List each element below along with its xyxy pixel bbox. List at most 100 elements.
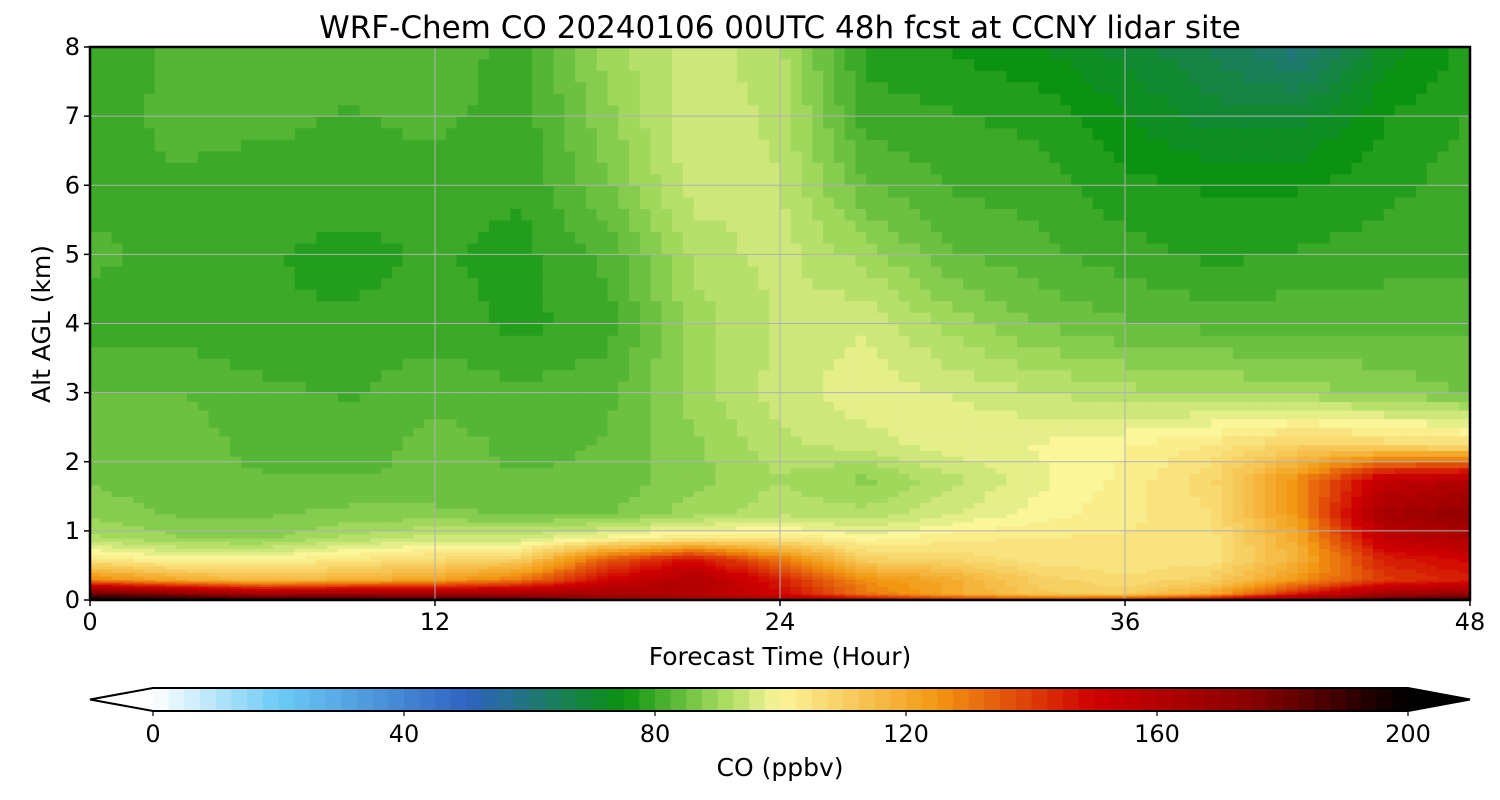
heatmap-cell (758, 558, 770, 563)
heatmap-cell (165, 219, 177, 233)
heatmap-cell (284, 435, 296, 446)
heatmap-cell (769, 572, 781, 577)
heatmap-cell (682, 47, 695, 60)
heatmap-cell (100, 116, 113, 129)
heatmap-cell (208, 196, 221, 209)
heatmap-cell (488, 81, 501, 94)
heatmap-cell (456, 533, 469, 539)
heatmap-cell (715, 346, 727, 359)
heatmap-cell (327, 507, 339, 515)
heatmap-cell (575, 502, 587, 509)
heatmap-cell (435, 507, 447, 515)
heatmap-cell (607, 561, 619, 567)
heatmap-cell (402, 479, 415, 486)
heatmap-cell (488, 47, 501, 60)
heatmap-cell (284, 455, 296, 463)
heatmap-cell (553, 311, 566, 325)
heatmap-cell (305, 358, 318, 371)
heatmap-cell (90, 277, 102, 290)
heatmap-cell (618, 583, 630, 587)
heatmap-cell (478, 369, 490, 382)
heatmap-cell (154, 597, 167, 600)
heatmap-cell (532, 467, 544, 474)
heatmap-cell (682, 461, 695, 469)
heatmap-cell (445, 561, 458, 567)
heatmap-cell (370, 467, 382, 474)
heatmap-cell (607, 150, 619, 163)
heatmap-cell (726, 529, 738, 535)
heatmap-cell (585, 490, 598, 498)
heatmap-cell (682, 265, 695, 279)
heatmap-cell (478, 47, 490, 60)
heatmap-cell (424, 507, 436, 515)
heatmap-cell (381, 581, 393, 585)
heatmap-cell (618, 568, 630, 574)
heatmap-cell (467, 265, 479, 279)
heatmap-cell (661, 219, 673, 233)
heatmap-cell (251, 490, 264, 498)
heatmap-cell (715, 575, 727, 580)
heatmap-cell (143, 555, 156, 560)
heatmap-cell (370, 529, 382, 535)
heatmap-cell (359, 455, 372, 463)
heatmap-cell (294, 288, 307, 302)
heatmap-cell (478, 484, 490, 492)
heatmap-cell (165, 381, 177, 394)
heatmap-cell (402, 93, 415, 106)
heatmap-cell (596, 311, 609, 325)
heatmap-cell (445, 484, 458, 492)
heatmap-cell (154, 479, 167, 486)
heatmap-cell (467, 590, 479, 594)
heatmap-cell (165, 579, 177, 583)
heatmap-cell (381, 484, 393, 492)
heatmap-cell (90, 568, 102, 574)
heatmap-cell (133, 588, 145, 592)
heatmap-cell (769, 288, 781, 302)
heatmap-cell (413, 444, 425, 451)
heatmap-cell (305, 586, 318, 590)
heatmap-cell (456, 484, 469, 492)
heatmap-cell (262, 196, 274, 209)
heatmap-cell (154, 173, 167, 186)
heatmap-cell (294, 311, 307, 325)
heatmap-cell (715, 595, 727, 598)
heatmap-cell (154, 565, 167, 570)
heatmap-cell (327, 444, 339, 451)
heatmap-cell (629, 196, 641, 209)
heatmap-cell (327, 588, 339, 592)
heatmap-cell (542, 479, 555, 486)
heatmap-cell (726, 127, 738, 140)
heatmap-cell (176, 467, 188, 474)
heatmap-cell (100, 490, 113, 498)
heatmap-cell (327, 590, 339, 594)
heatmap-cell (478, 265, 490, 279)
heatmap-cell (197, 242, 210, 256)
heatmap-cell (294, 435, 307, 446)
heatmap-cell (499, 104, 512, 117)
heatmap-cell (197, 401, 210, 411)
heatmap-cell (553, 467, 566, 474)
heatmap-cell (445, 196, 458, 209)
heatmap-cell (165, 595, 177, 598)
heatmap-cell (467, 288, 479, 302)
heatmap-cell (499, 409, 512, 420)
heatmap-cell (542, 358, 555, 371)
heatmap-cell (499, 127, 512, 140)
heatmap-cell (736, 565, 749, 570)
heatmap-cell (391, 435, 404, 446)
heatmap-cell (294, 525, 307, 531)
heatmap-cell (284, 58, 296, 71)
heatmap-cell (111, 58, 124, 71)
heatmap-cell (488, 427, 501, 437)
heatmap-cell (499, 533, 512, 539)
heatmap-cell (187, 219, 199, 233)
heatmap-cell (133, 70, 145, 83)
heatmap-cell (445, 242, 458, 256)
heatmap-cell (413, 551, 425, 556)
heatmap-cell (305, 568, 318, 574)
heatmap-cell (348, 335, 361, 348)
heatmap-cell (758, 311, 770, 325)
heatmap-cell (693, 173, 706, 186)
heatmap-cell (359, 335, 372, 348)
heatmap-cell (165, 586, 177, 590)
